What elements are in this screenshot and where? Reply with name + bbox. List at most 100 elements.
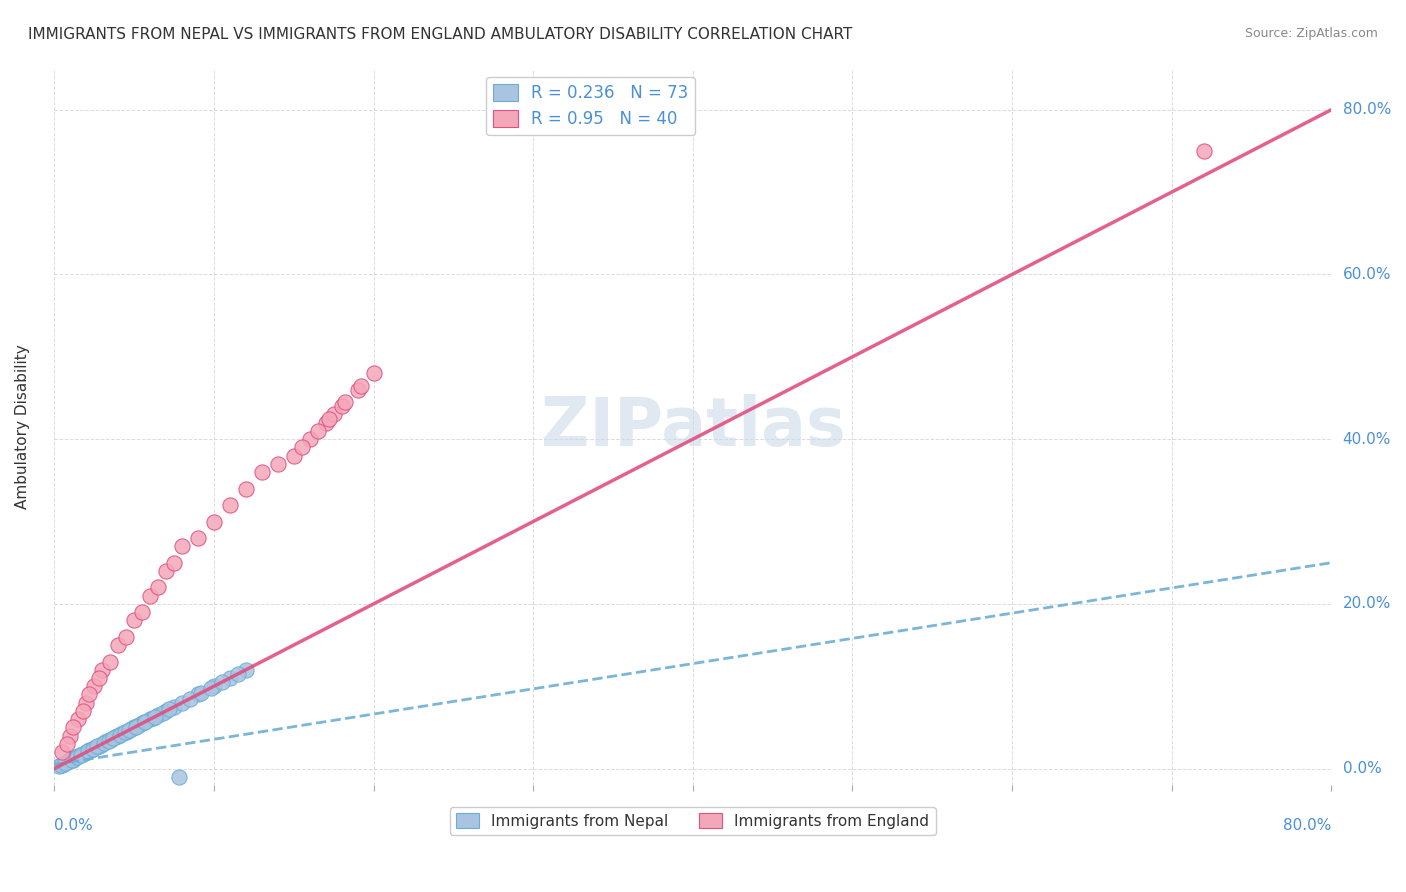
Point (118, 723, 141, 737)
Point (127, 719, 149, 733)
Point (333, 395, 356, 409)
Point (91, 663, 114, 677)
Point (58, 754, 80, 768)
Point (1192, 144, 1215, 158)
Point (62, 753, 84, 767)
Point (73, 746, 96, 760)
Point (51, 757, 73, 772)
Point (83, 741, 105, 756)
Point (179, 691, 201, 706)
Point (103, 731, 125, 746)
Point (107, 729, 129, 743)
Text: 0.0%: 0.0% (55, 818, 93, 833)
Point (132, 715, 155, 730)
Point (72, 747, 94, 761)
Point (98, 655, 121, 669)
Point (131, 605, 153, 619)
Point (202, 515, 225, 529)
Point (143, 710, 166, 724)
Point (87, 739, 110, 753)
Point (250, 465, 273, 479)
Text: 80.0%: 80.0% (1343, 103, 1391, 117)
Point (86, 739, 108, 754)
Point (350, 378, 373, 392)
Point (56, 755, 79, 769)
Point (52, 756, 75, 771)
Point (346, 383, 368, 397)
Point (75, 696, 97, 710)
Point (211, 675, 233, 690)
Point (63, 751, 86, 765)
Point (93, 736, 115, 750)
Point (122, 721, 145, 735)
Point (170, 539, 193, 553)
Point (146, 708, 169, 723)
Text: 0.0%: 0.0% (1343, 761, 1381, 776)
Point (142, 710, 165, 724)
Point (98, 732, 121, 747)
Point (55, 756, 77, 770)
Point (307, 424, 329, 438)
Point (139, 712, 162, 726)
Point (322, 408, 344, 422)
Point (49, 758, 72, 772)
Point (59, 729, 82, 743)
Point (82, 742, 104, 756)
Point (363, 366, 385, 380)
Point (84, 740, 107, 755)
Point (90, 738, 112, 752)
Point (235, 482, 257, 496)
Point (70, 747, 93, 762)
Point (107, 638, 129, 652)
Point (163, 556, 186, 570)
Point (318, 411, 340, 425)
Text: 20.0%: 20.0% (1343, 597, 1391, 611)
Point (167, 770, 190, 784)
Point (219, 671, 242, 685)
Point (94, 735, 117, 749)
Point (219, 498, 242, 512)
Point (75, 745, 97, 759)
Point (163, 699, 186, 714)
Point (200, 681, 222, 695)
Point (121, 721, 143, 735)
Point (125, 720, 148, 734)
Point (202, 679, 225, 693)
Point (146, 581, 169, 595)
Point (66, 750, 89, 764)
Point (226, 666, 249, 681)
Point (114, 725, 136, 739)
Point (80, 742, 103, 756)
Point (72, 704, 94, 718)
Point (187, 688, 209, 702)
Point (97, 733, 120, 747)
Legend: Immigrants from Nepal, Immigrants from England: Immigrants from Nepal, Immigrants from E… (450, 806, 935, 835)
Text: 60.0%: 60.0% (1343, 267, 1391, 282)
Point (62, 721, 84, 735)
Point (267, 457, 290, 471)
Point (91, 737, 114, 751)
Point (59, 752, 82, 766)
Point (298, 432, 321, 446)
Text: Source: ZipAtlas.com: Source: ZipAtlas.com (1244, 27, 1378, 40)
Point (155, 564, 177, 578)
Point (48, 759, 70, 773)
Point (155, 704, 177, 718)
Point (131, 716, 153, 731)
Point (105, 730, 128, 744)
Text: 80.0%: 80.0% (1284, 818, 1331, 833)
Point (79, 743, 101, 757)
Point (315, 416, 337, 430)
Point (134, 714, 156, 729)
Point (96, 734, 118, 748)
Point (79, 688, 101, 702)
Point (330, 399, 353, 413)
Point (76, 744, 98, 758)
Point (100, 731, 122, 746)
Point (87, 671, 110, 685)
Text: IMMIGRANTS FROM NEPAL VS IMMIGRANTS FROM ENGLAND AMBULATORY DISABILITY CORRELATI: IMMIGRANTS FROM NEPAL VS IMMIGRANTS FROM… (28, 27, 852, 42)
Point (120, 722, 142, 736)
Point (190, 686, 212, 700)
Point (115, 630, 138, 644)
Point (152, 706, 174, 720)
